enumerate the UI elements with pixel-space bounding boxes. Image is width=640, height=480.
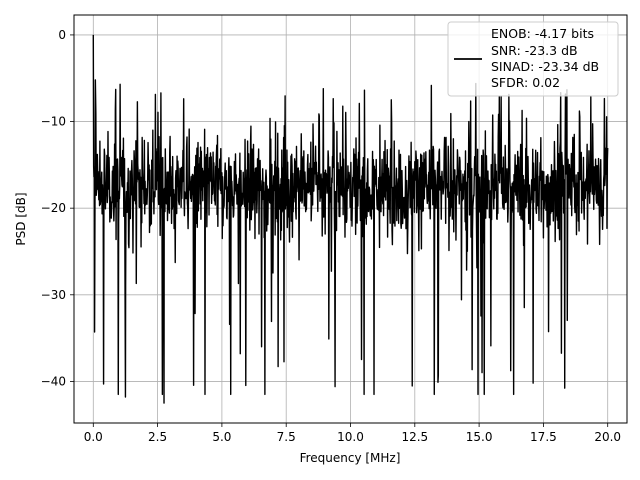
x-tick-label: 20.0: [594, 430, 621, 444]
x-tick-label: 10.0: [337, 430, 364, 444]
x-axis-label: Frequency [MHz]: [300, 451, 401, 465]
x-tick-label: 15.0: [466, 430, 493, 444]
legend-box: [447, 21, 619, 97]
x-tick-label: 7.5: [277, 430, 296, 444]
legend-snr: SNR: -23.3 dB: [491, 43, 578, 58]
x-tick-label: 5.0: [212, 430, 231, 444]
ticks: 0.0 2.5 5.0 7.5 10.0 12.5 15.0 17.5 20.0 0 −10 −20 −…: [41, 28, 621, 444]
y-tick-label: −10: [41, 115, 66, 129]
x-tick-label: 2.5: [148, 430, 167, 444]
series-layer: [92, 34, 609, 404]
x-tick-label: 12.5: [401, 430, 428, 444]
y-tick-label: −40: [41, 374, 66, 388]
legend-enob: ENOB: -4.17 bits: [491, 26, 594, 41]
legend: ENOB: -4.17 bits SNR: -23.3 dB SINAD: -2…: [447, 21, 619, 97]
legend-sinad: SINAD: -23.34 dB: [491, 59, 599, 74]
x-tick-label: 0.0: [84, 430, 103, 444]
y-tick-label: −30: [41, 288, 66, 302]
y-tick-label: 0: [58, 28, 66, 42]
legend-sfdr: SFDR: 0.02: [491, 75, 560, 90]
psd-series-line: [92, 34, 609, 404]
y-tick-label: −20: [41, 201, 66, 215]
x-tick-label: 17.5: [530, 430, 557, 444]
y-axis-label: PSD [dB]: [14, 192, 28, 245]
